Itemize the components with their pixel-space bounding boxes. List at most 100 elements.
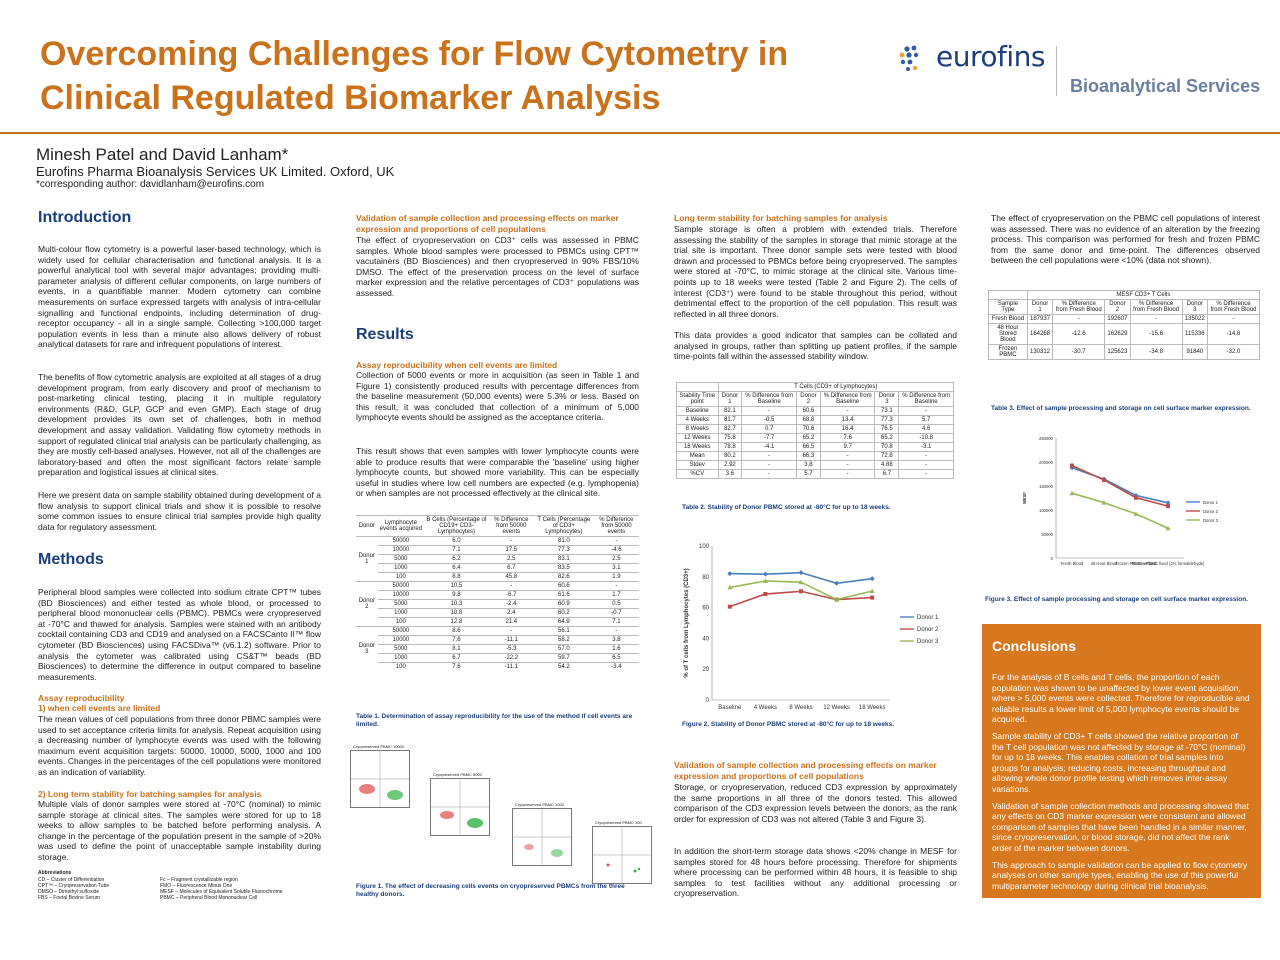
table-cell: -: [488, 626, 534, 636]
table-cell: 73.1: [874, 406, 900, 416]
data-point: [1102, 477, 1106, 482]
data-point: [727, 571, 733, 577]
table-cell: 60.2: [533, 608, 594, 618]
data-point: [763, 592, 768, 597]
conclusion-item: Sample stability of CD3+ T cells showed …: [992, 730, 1246, 794]
table-row: Mean 80.2-66.3-72.6-: [676, 451, 954, 461]
methods-paragraph-1: Peripheral blood samples were collected …: [38, 587, 321, 682]
facs-plot-1000: Cryopreserved PBMC 1000: [512, 802, 572, 866]
table-cell: 78.8: [717, 442, 743, 452]
table-cell: 57.0: [533, 644, 594, 654]
table-cell: 70.8: [874, 442, 900, 452]
y-tick-label: 60: [702, 606, 709, 612]
facs-scatter-icon: [351, 751, 409, 807]
table-cell: 1000: [377, 563, 425, 573]
table-cell: 72.6: [874, 451, 900, 461]
facs-plot-5000: Cryopreserved PBMC 5000: [430, 772, 490, 836]
table-cell: -34.8: [1129, 344, 1183, 360]
table-cell: 1.6: [593, 644, 639, 654]
table3-header-cell: Donor 1: [1026, 299, 1054, 315]
table-cell: 115336: [1181, 323, 1209, 345]
table-cell: 3.8: [796, 460, 821, 470]
table-1-header-cell: % Difference from 50000 events: [488, 515, 534, 537]
table-cell: 17.5: [488, 545, 534, 555]
legend-label: Donor 2: [1203, 509, 1219, 514]
table-cell: Mean: [676, 451, 719, 461]
table-cell: -22.2: [488, 653, 534, 663]
data-point: [798, 570, 804, 576]
y-tick-label: 50000: [1041, 532, 1053, 537]
table-cell: 5.7: [898, 415, 954, 425]
table-3-caption: Table 3. Effect of sample processing and…: [991, 405, 1251, 412]
table-cell: -: [898, 406, 954, 416]
table-cell: 6.5: [593, 653, 639, 663]
data-point: [870, 595, 875, 600]
figure-3-chart: 0 50000 100000 150000 200000 250000 Fresh Bloo…: [1022, 436, 1219, 566]
table-cell: -4.1: [741, 442, 797, 452]
table-cell: 2.5: [488, 554, 534, 564]
table-cell: Fresh Blood: [988, 314, 1028, 324]
table-cell: -3.1: [898, 442, 954, 452]
table-row: 18 Weeks 78.8 -4.1 66.5 9.7 70.8 -3.1: [676, 442, 954, 452]
table-cell: 75.8: [717, 433, 743, 443]
intro-paragraph-2: The benefits of flow cytometric analysis…: [38, 372, 322, 478]
eurofins-logo-icon: [899, 45, 919, 71]
table-cell: -: [741, 460, 797, 470]
abbreviations-heading: Abbreviations: [38, 870, 72, 876]
series-line-2: [729, 590, 873, 608]
table-cell: -11.1: [488, 635, 534, 645]
table-3-super-header: MESF CD3+ T Cells: [1026, 290, 1261, 300]
table-row: 1000 6.7 -22.2 59.7 6.5: [356, 653, 639, 663]
methods-sub-2: 2) Long term stability for batching samp…: [38, 789, 262, 799]
table-cell: 125623: [1104, 344, 1131, 360]
table-cell: -: [593, 581, 639, 591]
authors: Minesh Patel and David Lanham*: [36, 145, 289, 164]
table-cell: 1.9: [593, 572, 639, 582]
table-cell: 100: [377, 572, 425, 582]
table-cell: 48 Hour Stored Blood: [988, 323, 1028, 345]
table-cell: 3.6: [717, 469, 743, 479]
data-point: [834, 580, 840, 586]
table-cell: 2.4: [488, 608, 534, 618]
table-cell: 2.5: [593, 554, 639, 564]
y-tick-label: 80: [702, 575, 709, 581]
table-cell: 10.3: [424, 599, 489, 609]
table-cell: 21.4: [488, 617, 534, 627]
table-row: 10000 7.6 -11.1 58.2 3.8: [356, 635, 639, 645]
series-line-2: [1071, 464, 1169, 507]
table3-header-cell: % Difference from Fresh Blood: [1207, 299, 1260, 315]
table-cell: 0.7: [741, 424, 797, 434]
table-row: 4 Weeks 81.7 -0.5 68.8 13.4 77.3 5.7: [676, 415, 954, 425]
table-cell: 7.1: [424, 545, 489, 555]
table2-header-cell: % Difference from Baseline: [741, 391, 797, 407]
table-cell: 10000: [377, 590, 425, 600]
table-row: 12 Weeks 75.8 -7.7 65.2 7.6 65.2 -10.8: [676, 433, 954, 443]
table-3: MESF CD3+ T Cells Sample Type Donor 1% Di…: [988, 290, 1261, 360]
affiliation: Eurofins Pharma Bioanalysis Services UK …: [36, 164, 395, 179]
table-cell: 6.0: [424, 536, 489, 546]
table-cell: 54.2: [533, 662, 594, 671]
facs-plot-label: Cryopreserved PBMC 1000: [515, 802, 564, 807]
methods-paragraph-3: Multiple vials of donor samples were sto…: [38, 799, 321, 862]
table-cell: 60.6: [796, 406, 821, 416]
abbr-item: FMO – Fluorescence Minus One: [160, 883, 233, 889]
table-cell: -: [1129, 314, 1183, 324]
y-tick-label: 20: [702, 667, 709, 673]
table-cell: 1.7: [593, 590, 639, 600]
reproducibility-subheading: Assay reproducibility when cell events a…: [356, 360, 558, 370]
table-cell: -0.5: [741, 415, 797, 425]
y-tick-label: 150000: [1039, 484, 1054, 489]
table-cell: -11.1: [488, 662, 534, 671]
title-line-1: Overcoming Challenges for Flow Cytometry…: [40, 35, 789, 73]
table-cell: -: [741, 406, 797, 416]
table-cell: 10000: [377, 545, 425, 555]
table-cell: 3.1: [593, 563, 639, 573]
table-cell: 3.8: [593, 635, 639, 645]
table2-header-cell: Donor 3: [874, 391, 900, 407]
table-cell: 82.7: [717, 424, 743, 434]
title-line-2: Clinical Regulated Biomarker Analysis: [40, 79, 661, 117]
facs-plot-label: Cryopreserved PBMC 10000: [353, 744, 405, 749]
table-2-header-row: Stability Time point Donor 1% Difference …: [676, 391, 954, 407]
table-cell: 12.8: [424, 617, 489, 627]
table-cell: 59.7: [533, 653, 594, 663]
